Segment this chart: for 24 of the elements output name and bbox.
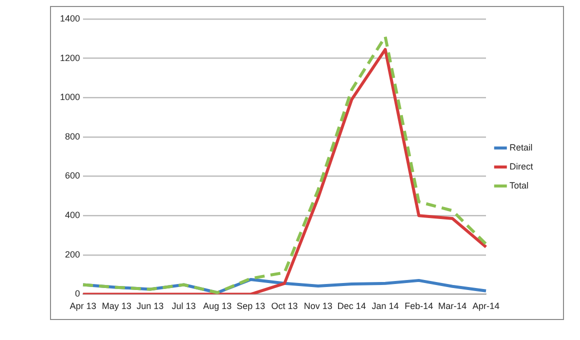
y-tick-label: 400 bbox=[64, 210, 80, 220]
x-tick-label: Apr-14 bbox=[472, 301, 500, 312]
x-tick-label: Oct 13 bbox=[271, 301, 298, 312]
x-tick-label: May 13 bbox=[102, 301, 132, 312]
x-tick-label: Feb-14 bbox=[404, 301, 434, 312]
legend-label: Retail bbox=[510, 142, 533, 152]
x-tick-label: Mar-14 bbox=[438, 301, 467, 312]
x-tick-label: Jul 13 bbox=[172, 301, 196, 312]
y-tick-label: 1400 bbox=[60, 13, 80, 24]
x-tick-label: Nov 13 bbox=[304, 301, 332, 312]
y-tick-label: 600 bbox=[64, 170, 80, 181]
x-tick-label: Dec 14 bbox=[337, 301, 366, 312]
x-tick-label: Sep 13 bbox=[236, 301, 266, 312]
x-tick-label: Aug 13 bbox=[203, 301, 232, 312]
x-tick-label: Apr 13 bbox=[70, 301, 96, 312]
legend-label: Total bbox=[510, 180, 529, 190]
legend-label: Direct bbox=[510, 161, 534, 172]
x-tick-label: Jan 14 bbox=[372, 301, 399, 312]
y-tick-label: 800 bbox=[64, 131, 80, 142]
x-tick-label: Jun 13 bbox=[136, 301, 164, 312]
y-tick-label: 1200 bbox=[60, 52, 80, 63]
y-tick-label: 200 bbox=[64, 249, 80, 260]
y-tick-label: 1000 bbox=[60, 92, 80, 102]
y-tick-label: 0 bbox=[75, 288, 80, 299]
